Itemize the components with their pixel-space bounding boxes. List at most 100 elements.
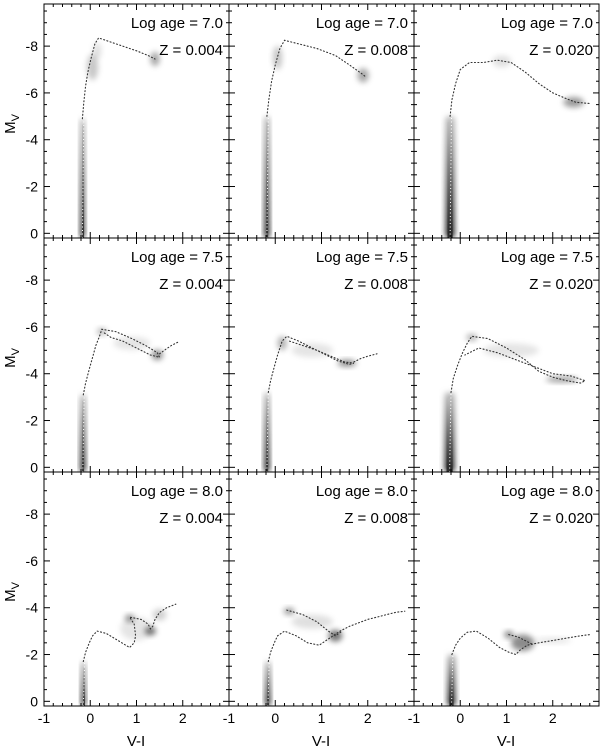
main-sequence-core xyxy=(83,667,85,706)
log-age-label: Log age = 7.0 xyxy=(131,15,223,32)
metallicity-label: Z = 0.008 xyxy=(344,276,408,293)
x-tick-label: -1 xyxy=(223,710,236,726)
y-tick-label: -2 xyxy=(26,647,39,663)
xlabel-col2: V-I xyxy=(312,733,330,749)
density-cloud xyxy=(357,68,369,83)
metallicity-label: Z = 0.004 xyxy=(159,276,223,293)
x-tick-label: 0 xyxy=(456,710,464,726)
log-age-label: Log age = 7.0 xyxy=(501,15,593,32)
y-tick-label: -6 xyxy=(26,319,39,335)
isochrone-ms-track xyxy=(81,118,85,238)
y-tick-label: -2 xyxy=(26,413,39,429)
isochrone-ms-track xyxy=(82,394,85,472)
isochrone-track xyxy=(450,335,587,393)
density-cloud xyxy=(272,46,283,70)
isochrone-track xyxy=(266,39,366,117)
isochrone-track xyxy=(82,328,161,396)
density-cloud xyxy=(87,54,99,81)
log-age-label: Log age = 7.5 xyxy=(316,249,408,266)
isochrone-track-branch xyxy=(508,634,533,645)
y-tick-label: -6 xyxy=(26,553,39,569)
log-age-label: Log age = 7.5 xyxy=(501,249,593,266)
panel-frame xyxy=(43,3,230,239)
isochrone-track-branch xyxy=(159,341,179,355)
density-cloud xyxy=(152,608,167,621)
y-tick-label: 0 xyxy=(30,459,38,475)
y-tick-label: -8 xyxy=(26,38,39,54)
x-tick-label: 2 xyxy=(364,710,372,726)
isochrone-track xyxy=(82,603,177,663)
metallicity-label: Z = 0.008 xyxy=(344,510,408,527)
main-sequence-core xyxy=(446,398,453,472)
metallicity-label: Z = 0.004 xyxy=(159,510,223,527)
panel-grid: 0 -2 -4 -6 -8 Log age = 7.0 Z = 0.004 Log age =… xyxy=(26,3,600,726)
plot-area xyxy=(264,335,378,472)
x-tick-label: 2 xyxy=(179,710,187,726)
isochrone-track xyxy=(267,610,406,663)
density-cloud xyxy=(283,607,295,615)
x-tick-label: 2 xyxy=(549,710,557,726)
isochrone-ms-track xyxy=(267,661,270,706)
xlabel-col3: V-I xyxy=(497,733,515,749)
panel-frame xyxy=(413,471,600,707)
density-cloud xyxy=(511,634,535,652)
metallicity-label: Z = 0.020 xyxy=(529,42,593,59)
panel-1-2: Log age = 7.0 Z = 0.008 xyxy=(228,3,415,239)
isochrone-track-branch xyxy=(286,609,343,637)
plot-area xyxy=(80,37,160,238)
log-age-label: Log age = 8.0 xyxy=(131,483,223,500)
xlabel-col1: V-I xyxy=(127,733,145,749)
isochrone-ms-track xyxy=(451,654,454,706)
isochrone-ms-track xyxy=(82,661,86,706)
isochrone-track xyxy=(449,59,591,117)
isochrone-track xyxy=(267,335,355,393)
isochrone-track xyxy=(451,630,591,656)
x-tick-label: -1 xyxy=(408,710,421,726)
panel-frame xyxy=(413,3,600,239)
panel-frame xyxy=(43,237,230,473)
x-tick-label: 0 xyxy=(271,710,279,726)
x-tick-label: 1 xyxy=(318,710,326,726)
panel-2-1: 0 -2 -4 -6 -8 Log age = 7.5 Z = 0.004 xyxy=(26,237,230,475)
x-tick-label: -1 xyxy=(38,710,51,726)
x-tick-label: 1 xyxy=(133,710,141,726)
plot-area xyxy=(447,630,591,706)
panel-1-3: Log age = 7.0 Z = 0.020 xyxy=(413,3,600,239)
panel-2-3: Log age = 7.5 Z = 0.020 xyxy=(413,237,600,473)
y-tick-label: 0 xyxy=(30,693,38,709)
y-tick-label: -2 xyxy=(26,179,39,195)
isochrone-track-branch xyxy=(353,353,378,363)
y-tick-label: -6 xyxy=(26,85,39,101)
metallicity-label: Z = 0.020 xyxy=(529,276,593,293)
plot-area xyxy=(81,603,177,706)
metallicity-label: Z = 0.008 xyxy=(344,42,408,59)
x-tick-label: 1 xyxy=(503,710,511,726)
panel-1-1: 0 -2 -4 -6 -8 Log age = 7.0 Z = 0.004 xyxy=(26,3,230,241)
density-cloud xyxy=(113,336,151,350)
plot-area xyxy=(264,39,369,238)
isochrone-track xyxy=(81,37,156,120)
main-sequence-core xyxy=(266,398,269,472)
y-tick-label: -4 xyxy=(26,132,39,148)
main-sequence-core xyxy=(447,122,453,238)
log-age-label: Log age = 8.0 xyxy=(316,483,408,500)
panel-2-2: Log age = 7.5 Z = 0.008 xyxy=(228,237,415,473)
panel-3-2: -1 0 1 2 Log age = 8.0 Z = 0.008 xyxy=(223,471,415,726)
y-tick-label: -8 xyxy=(26,272,39,288)
log-age-label: Log age = 7.5 xyxy=(131,249,223,266)
metallicity-label: Z = 0.004 xyxy=(159,42,223,59)
main-sequence-core xyxy=(266,122,269,238)
x-tick-label: 0 xyxy=(86,710,94,726)
y-tick-label: -8 xyxy=(26,506,39,522)
density-cloud xyxy=(93,42,102,59)
panel-frame xyxy=(228,471,415,707)
plot-area xyxy=(445,55,591,238)
density-cloud xyxy=(291,343,334,358)
ylabel-row1: MV xyxy=(2,113,22,134)
log-age-label: Log age = 7.0 xyxy=(316,15,408,32)
density-cloud xyxy=(151,349,163,361)
plot-area xyxy=(265,607,406,706)
panel-frame xyxy=(228,3,415,239)
